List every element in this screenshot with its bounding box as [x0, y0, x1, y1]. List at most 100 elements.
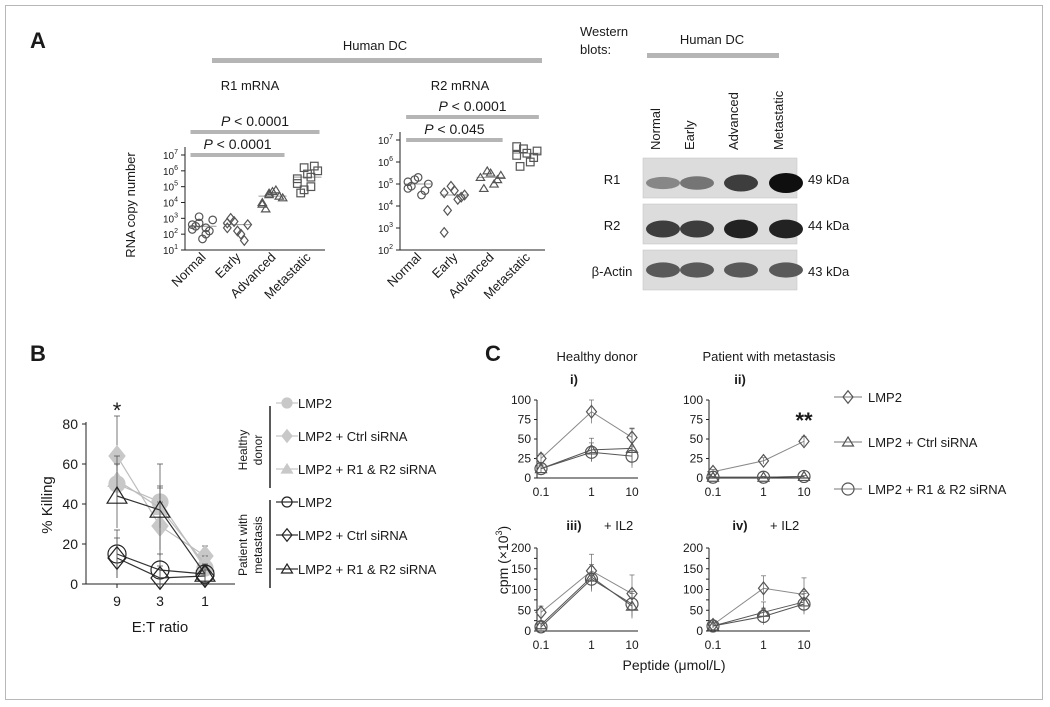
y-axis-label: cpm (×103): [494, 526, 511, 594]
y-tick-exp: 4: [389, 200, 393, 207]
y-axis-label: RNA copy number: [123, 152, 138, 258]
il2-note: + IL2: [604, 518, 633, 533]
data-point: [757, 581, 770, 596]
data-point: [478, 183, 490, 193]
significance-bar: [190, 130, 320, 134]
col-title-healthy: Healthy donor: [557, 349, 639, 364]
series-line: [713, 475, 805, 478]
data-point: [292, 174, 302, 184]
x-tick-label: 10: [797, 485, 811, 499]
p-symbol: P: [424, 121, 434, 137]
size-label: 49 kDa: [808, 172, 850, 187]
significance-bar: [190, 153, 285, 157]
panel-b-label: B: [30, 341, 46, 366]
y-tick-exp: 7: [174, 149, 178, 156]
y-tick-exp: 6: [389, 156, 393, 163]
y-tick-label: 0: [70, 576, 78, 592]
p-value-label: P < 0.045: [424, 121, 485, 137]
p-symbol: P: [438, 98, 448, 114]
data-point: [194, 212, 204, 222]
panel-a-label: A: [30, 28, 46, 53]
data-point: [277, 192, 288, 202]
y-tick-label: 106: [378, 156, 393, 169]
data-point: [584, 445, 599, 459]
data-point: [306, 172, 316, 182]
chart-title: R1 mRNA: [221, 78, 280, 93]
chart-title: R2 mRNA: [431, 78, 490, 93]
lane-label: Early: [682, 120, 697, 150]
data-point: [512, 142, 522, 152]
y-tick-exp: 4: [174, 197, 178, 204]
killing-chart: 0 20 40 60 80 9 3 1 E:T ratio % Killing *: [39, 398, 235, 636]
y-tick-exp: 2: [174, 228, 178, 235]
subchart-label: i): [570, 372, 578, 387]
data-point: [485, 168, 496, 177]
data-point: [201, 223, 211, 233]
y-tick-exp: 6: [174, 165, 178, 172]
x-axis-label: Peptide (μmol/L): [622, 657, 725, 673]
cpm-subchart: 0 50 100 150 200 0.1 1 10 iii) + IL2: [511, 518, 639, 652]
blot-band: [724, 262, 758, 278]
legend-marker: [841, 482, 855, 496]
cpm-subchart: 0 50 100 150 200 0.1 1 10 iv) + IL2: [683, 518, 811, 652]
cpm-legend: LMP2 LMP2 + Ctrl siRNA LMP2 + R1 & R2 siRN…: [834, 389, 1007, 497]
y-tick-label: 25: [518, 452, 532, 466]
data-point: [208, 215, 218, 225]
y-tick-label: 103: [163, 212, 178, 225]
y-tick-label: 0: [696, 471, 703, 485]
significance-star: **: [795, 408, 813, 433]
row-label: R2: [604, 218, 621, 233]
data-point: [239, 234, 249, 247]
y-tick-exp: 7: [389, 134, 393, 141]
western-blot: Normal Early Advanced Metastatic R1 49 kDa R2 4…: [592, 90, 850, 291]
y-tick-label: 40: [62, 496, 78, 512]
y-tick-label: 200: [511, 541, 531, 555]
data-point: [707, 464, 719, 479]
y-tick-label: 107: [163, 149, 178, 162]
x-tick-label: 1: [760, 485, 767, 499]
data-point: [195, 563, 215, 589]
legend-label: LMP2: [868, 390, 902, 405]
blot-band: [769, 219, 803, 239]
data-point: [707, 617, 719, 632]
x-tick-label: 10: [625, 638, 639, 652]
x-tick-label: 0.1: [705, 485, 722, 499]
p-value-label: P < 0.0001: [438, 98, 506, 114]
data-point: [257, 197, 268, 207]
y-axis-label: % Killing: [39, 476, 56, 534]
legend-marker: [841, 435, 855, 447]
human-dc-bar: [212, 58, 542, 63]
x-tick-label: 10: [625, 485, 639, 499]
y-tick-label: 104: [163, 197, 178, 210]
y-tick-label: 75: [518, 413, 532, 427]
y-axis-label-end: ): [495, 526, 511, 531]
y-tick-label: 105: [378, 178, 393, 191]
subchart-label: ii): [734, 372, 746, 387]
y-tick-label: 105: [163, 181, 178, 194]
data-point: [534, 462, 548, 476]
blot-band: [724, 174, 758, 192]
data-point: [222, 217, 232, 229]
x-axis-label-end: mol/L): [687, 657, 726, 673]
size-label: 44 kDa: [808, 218, 850, 233]
subchart-label: iii): [566, 518, 581, 533]
row-label: β-Actin: [592, 264, 633, 279]
data-point: [150, 565, 170, 591]
y-tick-label: 100: [683, 583, 703, 597]
p-value: < 0.0001: [230, 113, 289, 129]
blot-band: [646, 262, 680, 278]
y-tick-exp: 3: [174, 212, 178, 219]
p-value-label: P < 0.0001: [221, 113, 289, 129]
x-tick-label: Early: [212, 249, 244, 281]
data-point: [625, 597, 639, 611]
y-tick-label: 103: [378, 222, 393, 235]
legend-group-label: Healthy: [236, 430, 250, 471]
data-point: [585, 404, 598, 419]
data-point: [797, 470, 811, 482]
data-point: [439, 187, 449, 199]
col-title-patient: Patient with metastasis: [703, 349, 836, 364]
data-point: [534, 620, 548, 634]
